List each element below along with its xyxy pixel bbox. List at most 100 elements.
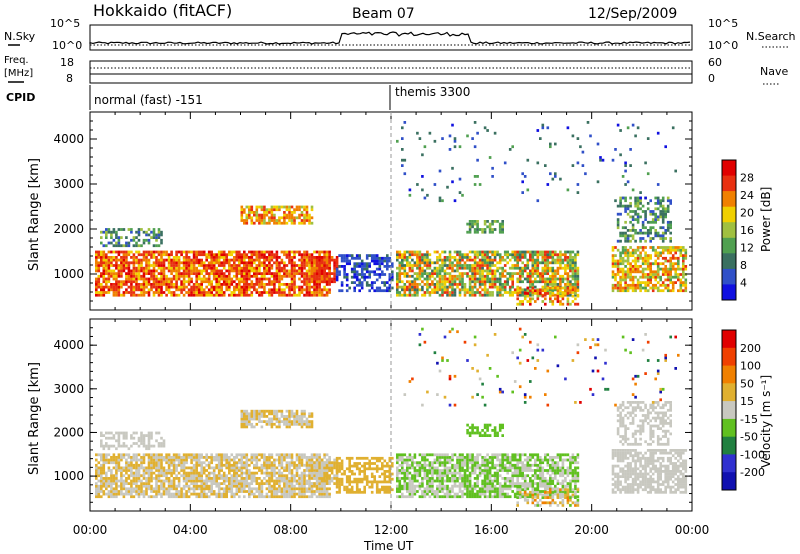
power-cell [546, 269, 550, 273]
power-cell [561, 266, 565, 270]
power-cell [325, 258, 329, 262]
power-cell [217, 293, 221, 297]
velocity-cell [253, 456, 256, 459]
power-cell [503, 280, 507, 284]
power-cell [416, 250, 419, 254]
velocity-cell [245, 471, 249, 475]
power-cell [295, 285, 299, 289]
power-cell [426, 288, 429, 292]
power-cell [373, 289, 376, 293]
power-cell [288, 269, 291, 273]
power-cell [521, 302, 524, 306]
power-cell [280, 221, 284, 225]
power-cell [624, 183, 627, 186]
power-cell [446, 288, 449, 292]
velocity-cell [275, 458, 279, 462]
power-cell [473, 222, 477, 226]
velocity-cell [210, 466, 213, 470]
power-cell [353, 265, 356, 268]
power-cell [536, 289, 540, 293]
power-cell [644, 218, 647, 221]
power-cell [423, 277, 427, 281]
velocity-cell [127, 490, 131, 493]
velocity-cell [325, 453, 329, 457]
velocity-cell [172, 456, 176, 459]
power-cell [197, 293, 201, 297]
power-cell [127, 272, 131, 275]
power-cell [621, 275, 625, 279]
power-cell [145, 233, 148, 237]
power-cell [403, 274, 407, 278]
power-cell [130, 269, 133, 273]
velocity-cell [135, 471, 138, 475]
power-cell [117, 244, 121, 248]
power-cell [436, 288, 439, 292]
power-cell [644, 239, 647, 243]
power-cell [172, 285, 176, 289]
power-cell [295, 293, 299, 297]
power-cell [235, 253, 239, 257]
power-cell [345, 283, 349, 287]
power-cell [323, 250, 326, 254]
power-cell [147, 293, 151, 297]
power-cell [549, 172, 552, 176]
velocity-cell [323, 492, 326, 496]
power-cell [423, 264, 427, 267]
velocity-cell [250, 490, 254, 493]
velocity-cell [225, 479, 228, 483]
power-cell [275, 221, 279, 225]
power-cell [669, 199, 672, 203]
power-cell [345, 278, 349, 282]
power-cell [190, 285, 193, 289]
power-cell [624, 286, 627, 290]
power-cell [398, 291, 402, 294]
power-cell [478, 253, 482, 257]
power-cell [192, 291, 196, 294]
velocity-cell [225, 463, 228, 467]
power-cell [240, 213, 244, 217]
velocity-cell [192, 492, 196, 496]
power-cell [283, 211, 286, 214]
power-cell [175, 250, 178, 254]
power-cell [195, 250, 198, 254]
power-cell [152, 230, 156, 234]
power-cell [365, 262, 369, 266]
power-cell [641, 226, 645, 230]
velocity-cell [217, 490, 221, 493]
velocity-cell [320, 492, 324, 496]
power-cell [147, 228, 151, 231]
velocity-cell [167, 477, 171, 480]
power-cell [360, 286, 364, 290]
velocity-cell [238, 487, 241, 491]
power-cell [498, 283, 502, 286]
power-cell [556, 258, 560, 262]
power-cell [303, 221, 306, 225]
power-cell [228, 264, 231, 267]
velocity-cell [160, 469, 163, 472]
velocity-cell [310, 477, 314, 480]
power-cell [127, 264, 131, 267]
power-cell [488, 269, 492, 273]
velocity-cell [238, 484, 241, 488]
power-cell [217, 258, 221, 262]
power-cell [95, 269, 98, 273]
power-cell [102, 230, 106, 234]
power-cell [167, 280, 171, 284]
power-cell [476, 158, 479, 162]
velocity-cell [328, 456, 331, 459]
power-cell [305, 213, 309, 217]
power-cell [222, 261, 226, 265]
velocity-cell [175, 492, 178, 496]
velocity-cell [137, 474, 141, 478]
velocity-cell [273, 469, 276, 472]
power-cell [416, 272, 419, 275]
power-cell [268, 272, 271, 275]
velocity-cell [142, 466, 146, 470]
power-cell [564, 292, 567, 295]
velocity-cell [202, 495, 206, 499]
freq-tick-high: 18 [60, 56, 74, 69]
power-cell [363, 275, 366, 279]
power-cell [177, 258, 181, 262]
power-cell [233, 285, 236, 289]
power-cell [677, 248, 680, 252]
